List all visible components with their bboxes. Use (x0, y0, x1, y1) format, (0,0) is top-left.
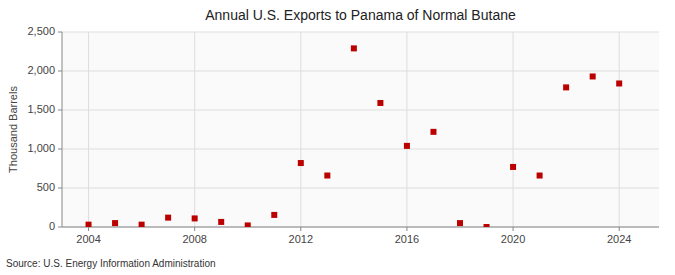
chart-container: 0 500 1,000 1,500 2,000 2,500 2004 2008 2012 2016… (0, 0, 675, 275)
y-grid-line (62, 227, 659, 228)
y-tick (58, 110, 62, 111)
x-tick-label: 2016 (395, 233, 419, 245)
point (537, 173, 543, 179)
point (245, 222, 251, 227)
y-tick (58, 32, 62, 33)
x-tick-label: 2004 (76, 233, 100, 245)
point (112, 220, 118, 226)
x-tick-label: 2020 (501, 233, 525, 245)
x-tick-label: 2024 (607, 233, 631, 245)
page: {"chart_data": { "type": "scatter", "tit… (0, 0, 675, 275)
chart-title: Annual U.S. Exports to Panama of Normal … (205, 7, 516, 23)
y-tick (58, 188, 62, 189)
y-tick-label: 0 (49, 220, 55, 232)
point (192, 215, 198, 221)
point (510, 164, 516, 170)
y-grid-line (62, 110, 659, 111)
point (404, 143, 410, 149)
y-tick (58, 149, 62, 150)
y-tick (58, 71, 62, 72)
point (590, 73, 596, 79)
y-tick-label: 500 (37, 181, 55, 193)
point (484, 224, 490, 227)
point (86, 222, 92, 227)
axes: 0 500 1,000 1,500 2,000 2,500 2004 2008 2012 2016… (27, 25, 659, 245)
point (218, 219, 224, 225)
y-tick-label: 1,500 (27, 103, 55, 115)
point (430, 129, 436, 135)
x-tick-label: 2008 (182, 233, 206, 245)
y-tick-label: 2,000 (27, 64, 55, 76)
y-tick-label: 2,500 (27, 25, 55, 37)
y-tick-label: 1,000 (27, 142, 55, 154)
x-tick-label: 2012 (289, 233, 313, 245)
x-tick (300, 227, 301, 231)
x-tick (513, 227, 514, 231)
x-tick (194, 227, 195, 231)
y-grid-line (62, 149, 659, 150)
y-grid-line (62, 32, 659, 33)
grid (62, 32, 659, 227)
point (457, 220, 463, 226)
point (271, 212, 277, 218)
point (616, 80, 622, 86)
x-axis-line (62, 227, 659, 228)
y-grid-line (62, 71, 659, 72)
point (377, 100, 383, 106)
points (86, 45, 623, 227)
x-tick (619, 227, 620, 231)
x-grid-line (513, 32, 514, 227)
y-tick (58, 227, 62, 228)
source-note: Source: U.S. Energy Information Administ… (6, 258, 216, 269)
point (165, 215, 171, 221)
x-grid-line (300, 32, 301, 227)
chart-svg: 0 500 1,000 1,500 2,000 2,500 2004 2008 2012 2016… (0, 0, 675, 275)
x-grid-line (88, 32, 89, 227)
point (139, 222, 145, 227)
x-tick (88, 227, 89, 231)
point (563, 84, 569, 90)
point (324, 173, 330, 179)
x-grid-line (194, 32, 195, 227)
point (298, 160, 304, 166)
y-axis-line (62, 32, 63, 227)
y-axis-label: Thousand Barrels (7, 86, 19, 173)
x-grid-line (406, 32, 407, 227)
plot-background (62, 32, 659, 227)
x-tick (406, 227, 407, 231)
point (351, 45, 357, 51)
y-grid-line (62, 188, 659, 189)
x-grid-line (619, 32, 620, 227)
